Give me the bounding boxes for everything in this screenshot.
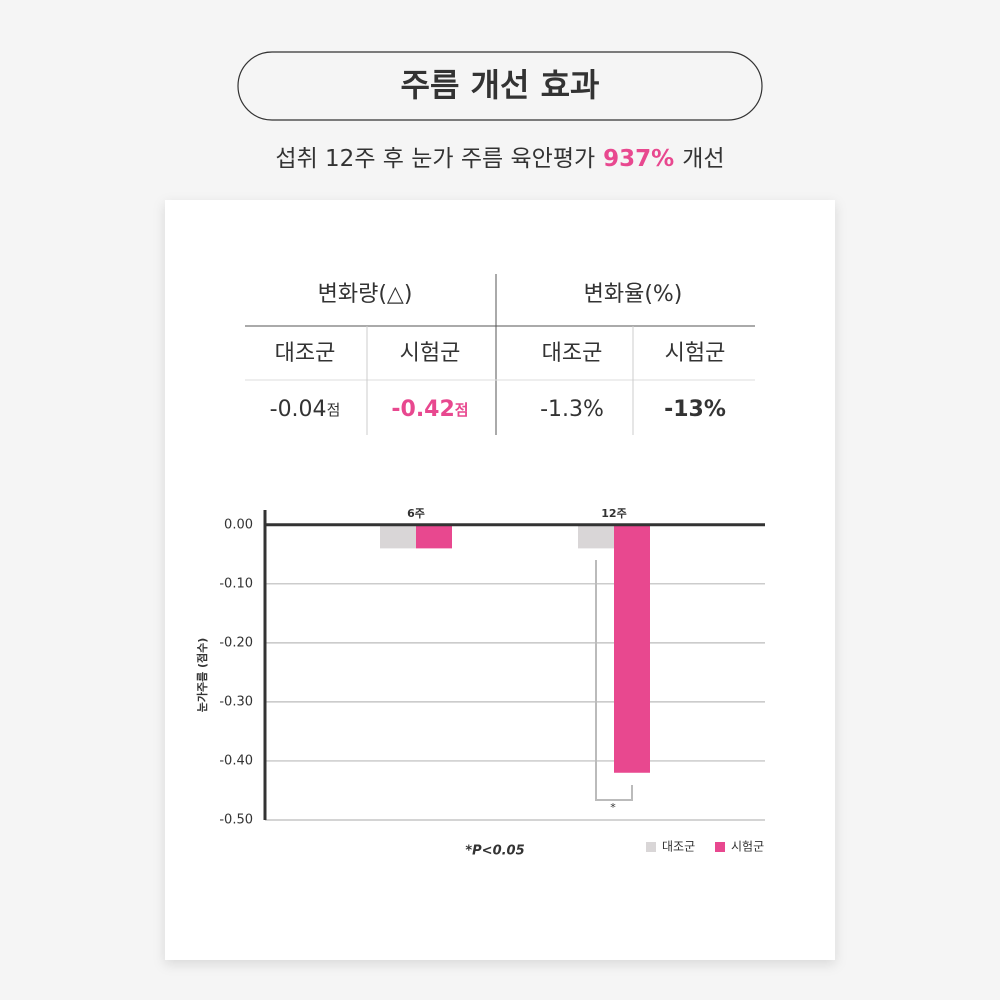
y-tick-label: 0.00 (224, 517, 253, 532)
table-cell: -0.04점 (270, 397, 341, 422)
cell-value: -0.04 (270, 397, 327, 422)
cell-value: -0.42 (391, 397, 454, 422)
bar (614, 524, 650, 773)
table-column: 대조군 (275, 341, 336, 366)
y-tick-label: -0.40 (219, 753, 253, 768)
significance-bracket (595, 560, 633, 801)
x-tick-label: 6주 (407, 507, 425, 520)
legend-label: 시험군 (731, 840, 764, 854)
table-group: 변화량(△) (318, 282, 413, 307)
title-pill (237, 51, 763, 121)
chart: 눈가주름 (점수) 0.00 -0.10 -0.20 -0.30 -0.40 -0.50 6… (195, 507, 765, 859)
subtitle: 섭취 12주 후 눈가 주름 육안평가 937% 개선 (275, 146, 724, 172)
table-cell: -0.42점 (391, 397, 468, 422)
table-cell: -13% (664, 397, 726, 422)
table-column: 시험군 (400, 341, 461, 366)
subtitle-highlight: 937% (603, 146, 674, 172)
legend-swatch (646, 842, 656, 852)
card (165, 200, 835, 960)
table-group: 변화율(%) (584, 282, 683, 307)
bar (416, 524, 452, 549)
significance-mark: * (610, 801, 616, 814)
table-column: 시험군 (665, 341, 726, 366)
bar (380, 524, 416, 549)
legend-label: 대조군 (662, 840, 695, 854)
y-tick-label: -0.30 (219, 694, 253, 709)
cell-unit: 점 (327, 401, 341, 419)
footnote: *P<0.05 (465, 844, 524, 859)
title: 주름 개선 효과 (401, 66, 600, 104)
subtitle-text: 섭취 12주 후 눈가 주름 육안평가 (275, 146, 595, 172)
y-tick-label: -0.10 (219, 576, 253, 591)
subtitle-text: 개선 (682, 146, 724, 172)
table-cell: -1.3% (540, 397, 604, 422)
legend-swatch (715, 842, 725, 852)
table-column: 대조군 (542, 341, 603, 366)
y-tick-label: -0.20 (219, 635, 253, 650)
cell-unit: 점 (455, 401, 469, 419)
y-axis-label: 눈가주름 (점수) (195, 638, 209, 713)
x-tick-label: 12주 (601, 507, 626, 520)
y-tick-label: -0.50 (219, 813, 253, 828)
bar (578, 524, 614, 549)
